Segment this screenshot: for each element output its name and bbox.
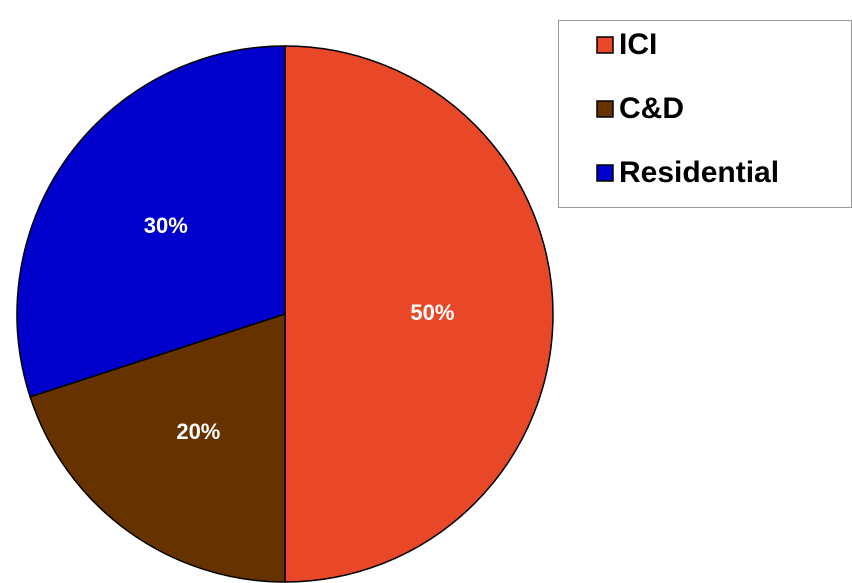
pie-slice (29, 312, 286, 583)
value-label: 30% (144, 213, 188, 238)
pie-slice (284, 45, 554, 583)
value-label: 20% (176, 419, 220, 444)
legend-swatch (596, 164, 614, 182)
legend-label: C&D (619, 92, 684, 125)
legend-label: Residential (619, 156, 779, 189)
legend-swatch (596, 36, 614, 54)
value-label: 50% (410, 300, 454, 325)
legend-label: ICI (619, 28, 657, 61)
pie-slice (16, 45, 286, 398)
legend-swatch (596, 100, 614, 118)
